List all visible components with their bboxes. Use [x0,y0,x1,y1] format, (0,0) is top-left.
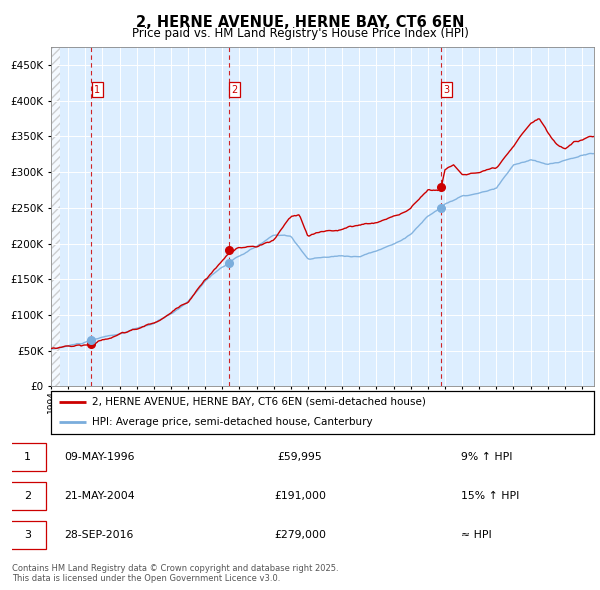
Text: ≈ HPI: ≈ HPI [461,530,492,539]
Text: 2: 2 [24,491,31,500]
FancyBboxPatch shape [9,442,46,471]
Text: HPI: Average price, semi-detached house, Canterbury: HPI: Average price, semi-detached house,… [92,417,373,427]
Text: 15% ↑ HPI: 15% ↑ HPI [461,491,520,500]
Text: 3: 3 [24,530,31,539]
Text: £279,000: £279,000 [274,530,326,539]
Text: £191,000: £191,000 [274,491,326,500]
Text: 2, HERNE AVENUE, HERNE BAY, CT6 6EN: 2, HERNE AVENUE, HERNE BAY, CT6 6EN [136,15,464,30]
Text: Contains HM Land Registry data © Crown copyright and database right 2025.
This d: Contains HM Land Registry data © Crown c… [12,563,338,583]
Text: 28-SEP-2016: 28-SEP-2016 [64,530,133,539]
Text: 2, HERNE AVENUE, HERNE BAY, CT6 6EN (semi-detached house): 2, HERNE AVENUE, HERNE BAY, CT6 6EN (sem… [92,397,425,407]
Text: 9% ↑ HPI: 9% ↑ HPI [461,452,513,461]
Text: 3: 3 [443,84,449,94]
Text: Price paid vs. HM Land Registry's House Price Index (HPI): Price paid vs. HM Land Registry's House … [131,27,469,40]
Text: 1: 1 [94,84,100,94]
Text: 2: 2 [232,84,238,94]
Text: 1: 1 [24,452,31,461]
Text: 21-MAY-2004: 21-MAY-2004 [64,491,134,500]
Text: £59,995: £59,995 [278,452,322,461]
Text: 09-MAY-1996: 09-MAY-1996 [64,452,134,461]
FancyBboxPatch shape [9,481,46,510]
FancyBboxPatch shape [9,520,46,549]
